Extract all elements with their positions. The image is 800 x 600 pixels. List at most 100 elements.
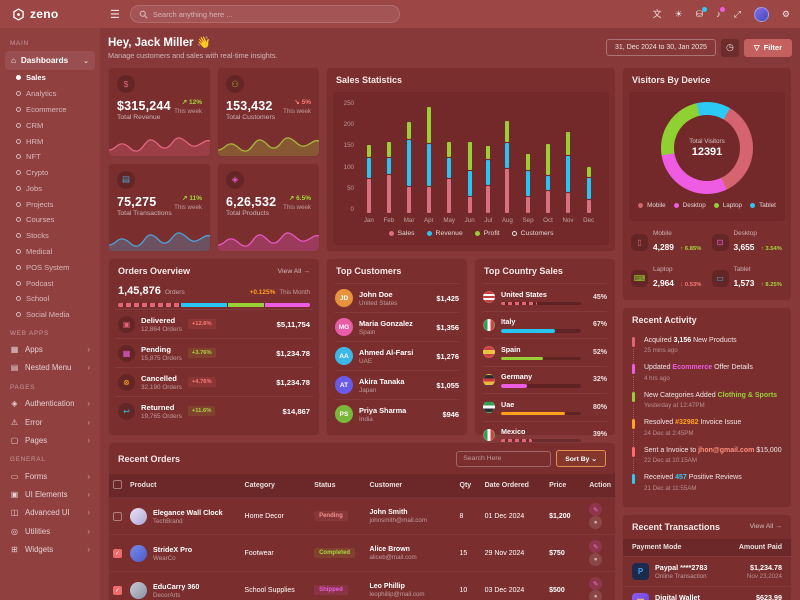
product-thumbnail [130,581,147,599]
global-search[interactable] [129,5,400,23]
sidebar-item[interactable]: ⊞ Widgets › [11,544,90,554]
device-icon: ▭ [711,270,729,287]
sidebar-subitem[interactable]: CRM [0,117,100,133]
column-header[interactable]: Price [545,474,586,498]
customer-name: John Doe [359,289,393,299]
settings-icon[interactable]: ⚙ [781,8,790,19]
order-status-icon: ↩ [118,402,135,420]
sidebar-subitem[interactable]: Medical [0,244,100,260]
user-avatar[interactable] [753,6,769,22]
sidebar-subitem[interactable]: HRM [0,133,100,149]
view-all-link[interactable]: View All → [749,523,782,531]
column-header[interactable]: Customer [365,474,456,498]
x-axis-tick: Jan [363,217,374,224]
sidebar-subitem[interactable]: Social Media [0,307,100,323]
date-range-picker[interactable]: 31, Dec 2024 to 30, Jan 2025 [606,39,716,56]
sidebar-item[interactable]: ▢ Pages › [10,435,90,445]
stat-label: Total Transactions [117,209,172,217]
legend-item[interactable]: Mobile [638,202,666,209]
legend-item[interactable]: Sales [388,230,415,237]
sales-bar-segment [386,174,391,213]
sidebar-subitem[interactable]: School [0,291,100,307]
activity-time: Yesterday at 12:47PM [644,402,705,410]
sidebar-item[interactable]: ◎ Utilities › [11,526,90,536]
column-header[interactable]: Category [240,474,311,498]
stat-change: ↗ 12% This week [174,99,202,115]
sidebar-subitem[interactable]: POS System [0,259,100,275]
edit-button[interactable]: ✎ [589,503,603,516]
transaction-amount: $623.99 [756,592,782,600]
notifications-icon[interactable]: ♪ [716,6,725,19]
orders-search-input[interactable] [456,450,552,467]
visitors-by-device-card: Visitors By Device Total Visitors 12391 [622,67,792,301]
sidebar-subitem[interactable]: Projects [0,196,100,212]
more-button[interactable]: ● [589,553,603,566]
select-all-checkbox[interactable] [113,480,122,489]
sidebar-subitem[interactable]: NFT [0,149,100,165]
legend-item[interactable]: Profit [474,230,500,237]
sidebar-subitem[interactable]: Analytics [0,86,100,102]
clock-button[interactable]: ◷ [720,38,739,57]
fullscreen-icon[interactable]: ⤢ [733,8,741,19]
more-button[interactable]: ● [589,516,603,529]
column-header[interactable]: Qty [455,474,481,498]
legend-item[interactable]: Tablet [750,202,776,209]
column-header[interactable]: Date Ordered [480,474,546,498]
edit-button[interactable]: ✎ [589,577,603,590]
sidebar-subitem[interactable]: Stocks [0,228,100,244]
country-bar-fill [501,356,543,360]
legend-item[interactable]: Customers [511,230,553,237]
device-stat-tile: ▯ Mobile 4,289 ↑ 6.85% [629,227,705,258]
row-checkbox[interactable]: ✓ [113,585,122,595]
activity-highlight: Ecommerce [672,364,713,372]
sidebar-subitem[interactable]: Ecommerce [0,102,100,118]
more-button[interactable]: ● [589,590,603,600]
legend-item[interactable]: Laptop [713,202,742,209]
sidebar-item[interactable]: ▣ UI Elements › [10,490,90,500]
row-checkbox[interactable]: ✓ [113,548,122,558]
order-amount: $1,234.78 [276,377,310,387]
sidebar-item[interactable]: ◫ Advanced UI › [10,508,90,518]
profit-bar-segment [565,131,570,155]
sort-by-button[interactable]: Sort By ⌄ [556,450,606,467]
country-bar-fill [501,411,565,415]
sidebar-item[interactable]: ▭ Forms › [10,472,90,482]
sidebar-subitem[interactable]: Courses [0,212,100,228]
menu-toggle-icon[interactable]: ☰ [110,8,120,21]
product-brand: DecorArts [153,591,181,599]
legend-item[interactable]: Revenue [426,230,463,237]
cart-icon[interactable]: ⛁ [696,6,708,19]
filter-button[interactable]: ▽ Filter [743,38,792,57]
revenue-bar-segment [386,157,391,174]
sidebar-item[interactable]: ▦ Apps › [10,345,90,355]
sidebar-subitem[interactable]: Crypto [0,165,100,181]
column-header[interactable]: Status [310,474,366,498]
global-search-input[interactable] [152,9,391,19]
order-customer-name: John Smith [369,508,408,516]
view-all-link[interactable]: View All → [277,267,310,275]
edit-button[interactable]: ✎ [589,540,603,553]
sidebar-item[interactable]: ▤ Nested Menu › [10,363,90,373]
translate-icon[interactable]: 文 [652,8,662,19]
brand-logo[interactable]: zeno [0,0,100,28]
product-brand: WearCo [153,554,176,562]
legend-item[interactable]: Desktop [673,202,706,209]
sidebar-subitem[interactable]: Sales [0,70,100,86]
column-header[interactable]: Product [126,474,241,498]
order-status-icon: ▦ [118,344,135,362]
bar-group: Dec [583,100,594,224]
sidebar-item-dashboards[interactable]: ⌂ Dashboards ⌄ [5,51,95,70]
customer-country: India [359,415,373,423]
sidebar-subitem[interactable]: Podcast [0,275,100,291]
sidebar-section-main: MAIN [10,40,29,47]
stat-period: This week [174,203,202,211]
table-row: Elegance Wall Clock TechBrand Home Decor… [109,497,615,535]
column-header[interactable]: Action [585,474,615,498]
theme-icon[interactable]: ☀ [674,8,683,19]
row-checkbox[interactable] [113,511,122,521]
customer-row: AA Ahmed Al-Farsi UAE $1,276 [335,341,459,370]
sidebar-subitem[interactable]: Jobs [0,180,100,196]
sidebar-item[interactable]: ◈ Authentication › [11,399,90,409]
sidebar-item[interactable]: ⚠ Error › [10,417,90,427]
brand-name: zeno [30,7,59,21]
